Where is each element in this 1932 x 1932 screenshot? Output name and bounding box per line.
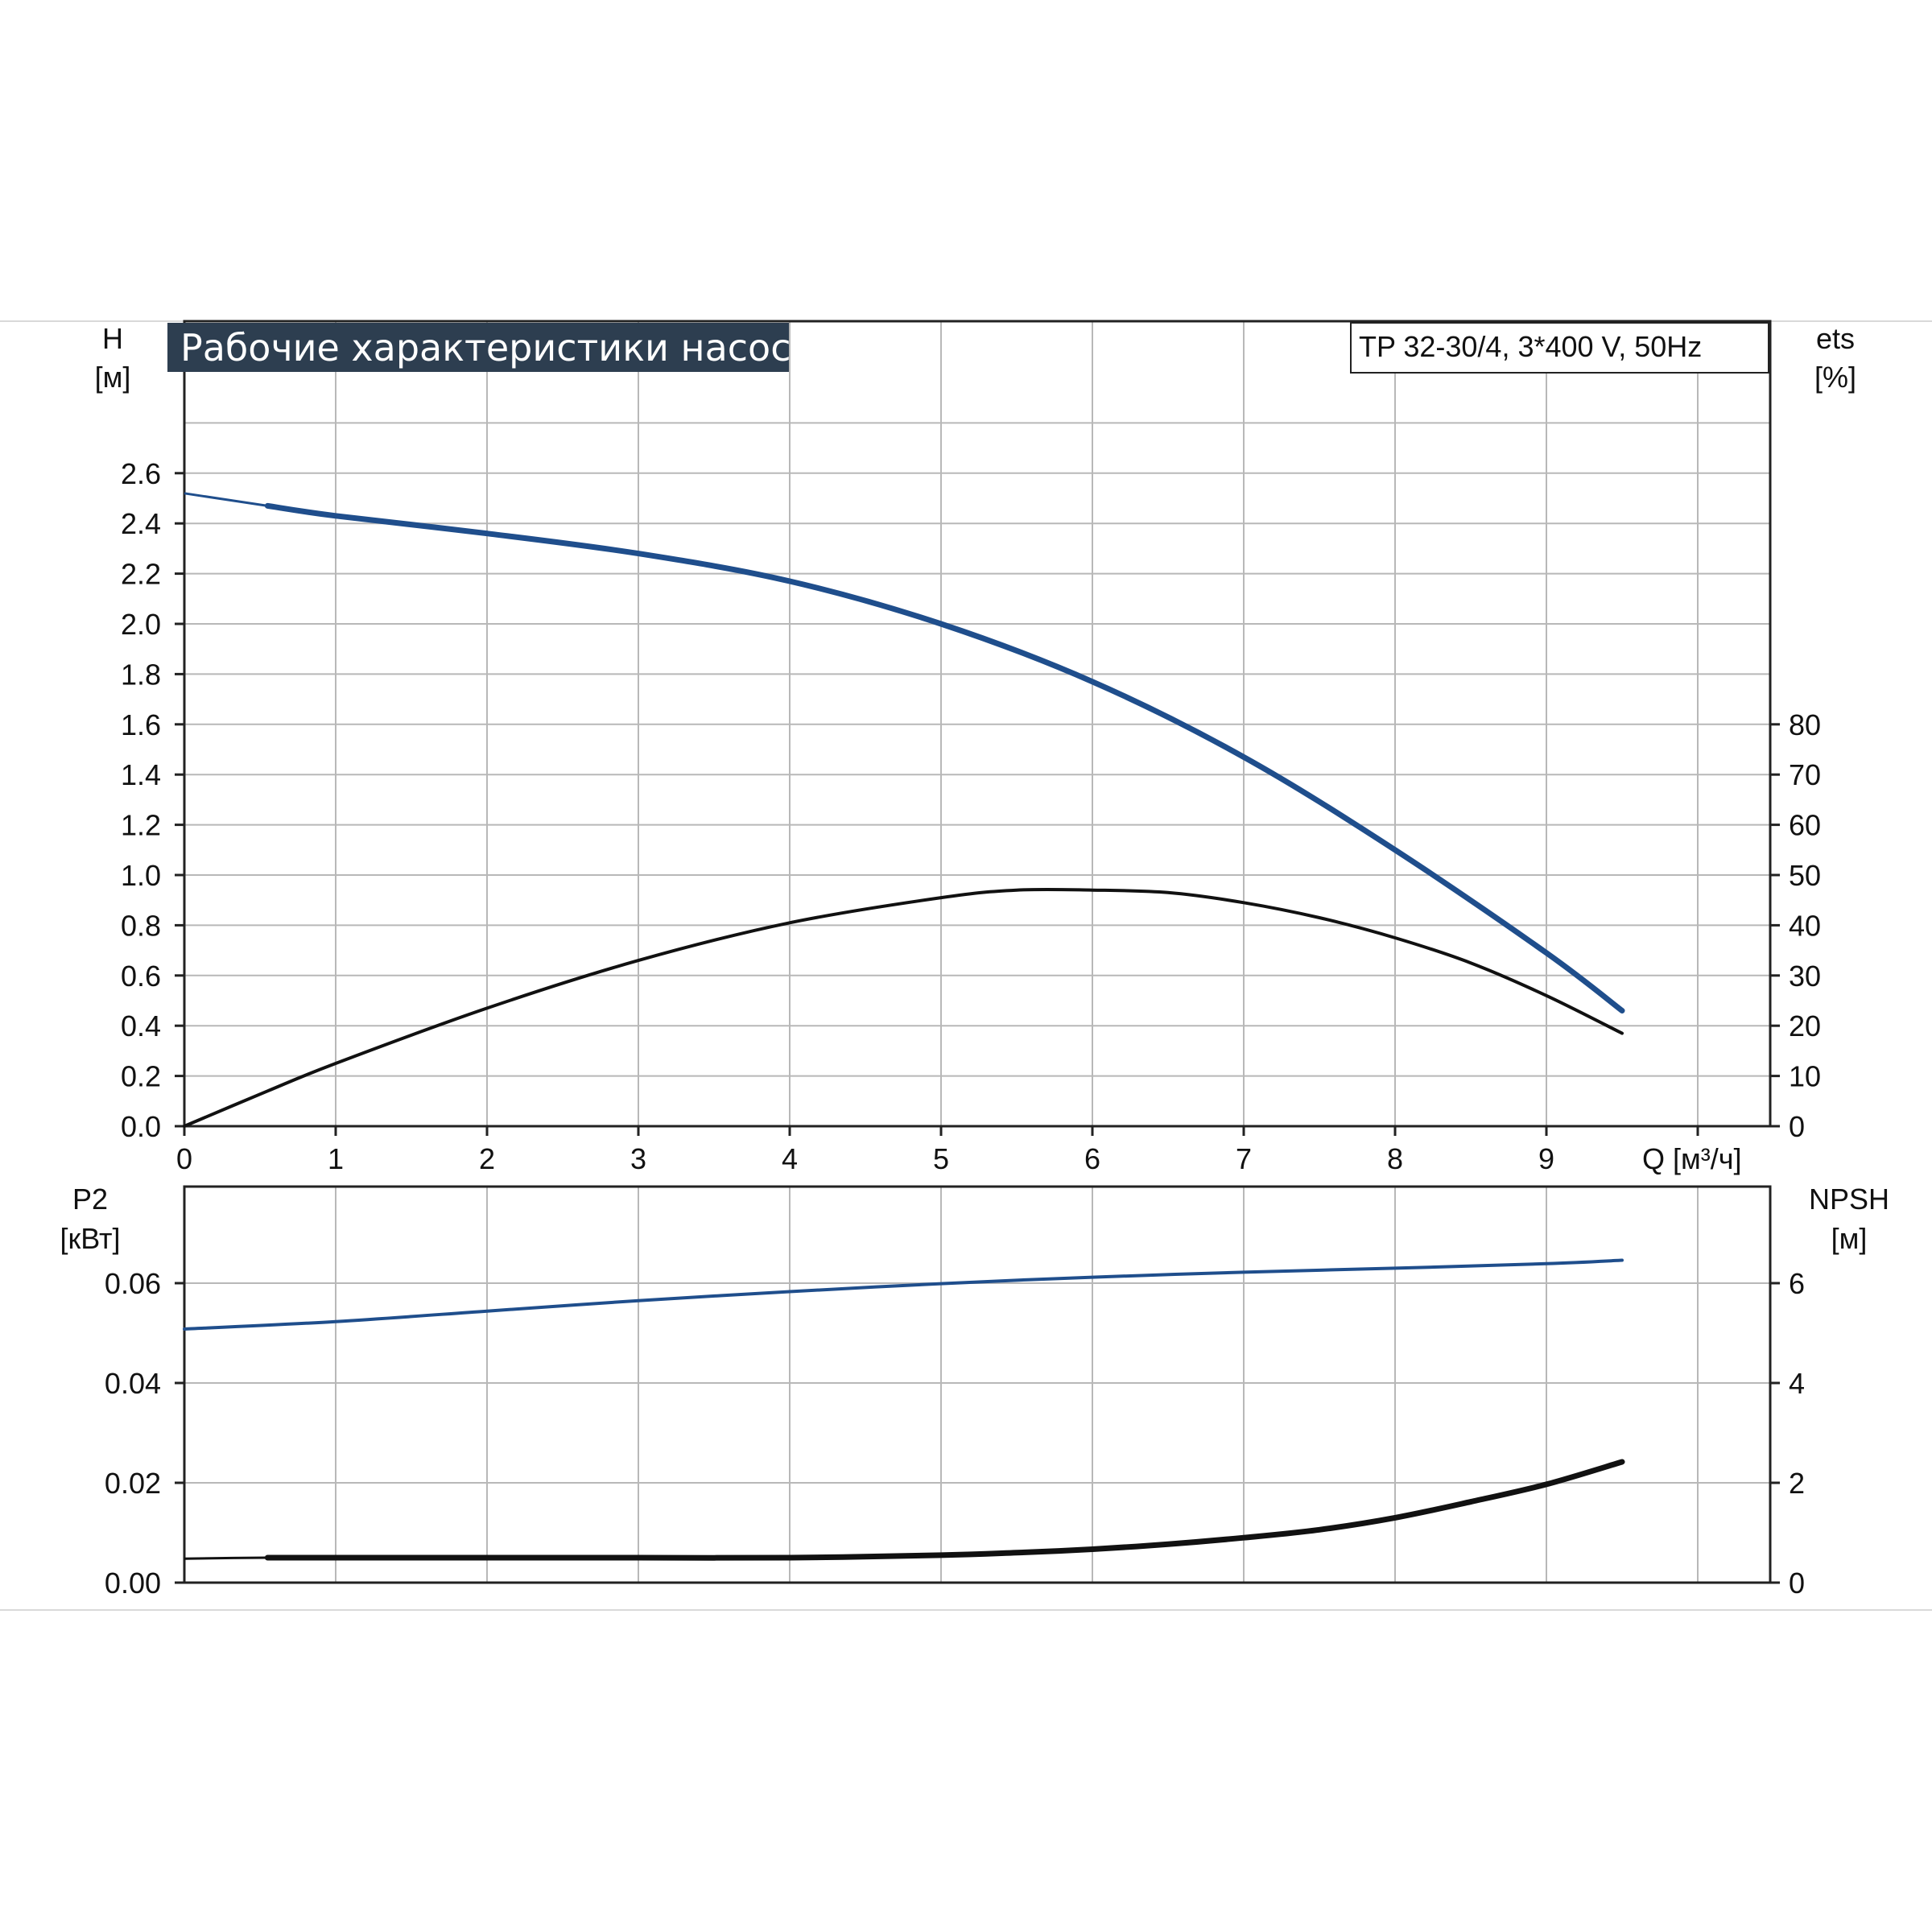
efficiency-axis-label: ets	[1816, 322, 1855, 355]
model-label: TP 32-30/4, 3*400 V, 50Hz	[1359, 330, 1702, 363]
head-axis-label: H	[102, 322, 123, 355]
head-tick-label: 0.6	[121, 960, 161, 993]
top-chart-grid	[184, 321, 1770, 1126]
power-axis-unit: [кВт]	[60, 1222, 120, 1255]
head-curve-extension	[184, 492, 1623, 1012]
bottom-chart-ticks	[175, 1282, 1780, 1584]
head-axis-unit: [м]	[95, 361, 131, 394]
efficiency-axis-unit: [%]	[1814, 361, 1856, 394]
head-tick-label: 1.2	[121, 809, 161, 842]
bottom-chart-frame	[183, 1185, 1772, 1584]
head-tick-label: 2.6	[121, 457, 161, 490]
power-axis-label: P2	[72, 1183, 108, 1216]
npsh-curve-extension	[184, 1460, 1623, 1560]
head-tick-label: 1.4	[121, 758, 161, 791]
efficiency-curve	[183, 887, 1624, 1128]
x-tick-label: 9	[1538, 1142, 1554, 1175]
power-tick-label: 0.02	[105, 1467, 161, 1500]
efficiency-tick-label: 40	[1789, 909, 1821, 942]
npsh-tick-label: 6	[1789, 1267, 1805, 1300]
x-tick-label: 7	[1236, 1142, 1252, 1175]
efficiency-tick-label: 60	[1789, 809, 1821, 842]
head-tick-label: 1.6	[121, 708, 161, 741]
chart-title: Рабочие характеристики насоса	[180, 326, 814, 369]
head-tick-label: 1.8	[121, 658, 161, 691]
head-tick-label: 0.2	[121, 1060, 161, 1093]
x-tick-label: 5	[933, 1142, 949, 1175]
npsh-axis-label: NPSH	[1809, 1183, 1889, 1216]
x-tick-label: 0	[176, 1142, 192, 1175]
top-chart-curves	[183, 492, 1625, 1128]
x-tick-label: 6	[1084, 1142, 1100, 1175]
x-tick-label: 1	[328, 1142, 344, 1175]
head-tick-label: 2.0	[121, 608, 161, 641]
head-curve	[264, 502, 1625, 1013]
head-tick-label: 2.2	[121, 558, 161, 591]
npsh-axis-unit: [м]	[1831, 1222, 1868, 1255]
power-tick-label: 0.04	[105, 1367, 161, 1400]
top-chart-ticks	[175, 472, 1780, 1136]
model-box	[1350, 322, 1769, 374]
npsh-tick-label: 0	[1789, 1567, 1805, 1600]
npsh-tick-label: 2	[1789, 1467, 1805, 1500]
head-tick-label: 0.8	[121, 909, 161, 942]
power-tick-label: 0.00	[105, 1567, 161, 1600]
title-background	[167, 323, 789, 372]
head-tick-label: 0.0	[121, 1110, 161, 1143]
npsh-tick-label: 4	[1789, 1367, 1805, 1400]
bottom-chart-curves	[183, 1258, 1625, 1561]
x-tick-label: 8	[1387, 1142, 1403, 1175]
bottom-chart-tick-labels: 0.00 0.02 0.04 0.06 0 2 4 6	[105, 1267, 1805, 1600]
top-chart-frame	[183, 320, 1772, 1128]
power-tick-label: 0.06	[105, 1267, 161, 1300]
efficiency-tick-label: 80	[1789, 708, 1821, 741]
flow-axis-label: Q [м³/ч]	[1642, 1142, 1742, 1175]
x-tick-label: 2	[479, 1142, 495, 1175]
power-curve	[183, 1258, 1624, 1331]
efficiency-tick-label: 50	[1789, 859, 1821, 892]
efficiency-tick-label: 20	[1789, 1009, 1821, 1042]
efficiency-tick-label: 70	[1789, 758, 1821, 791]
efficiency-tick-label: 0	[1789, 1110, 1805, 1143]
bottom-chart-grid	[184, 1187, 1770, 1583]
top-chart-tick-labels: 0 1 2 3 4 5 6 7 8 9 0.0 0.2 0.4 0.6 0.8 1.0 1.2 1.4 1.6 1.8…	[121, 457, 1821, 1175]
head-tick-label: 0.4	[121, 1009, 161, 1042]
head-tick-label: 2.4	[121, 507, 161, 540]
npsh-curve	[264, 1459, 1625, 1561]
efficiency-tick-label: 30	[1789, 960, 1821, 993]
x-tick-label: 4	[782, 1142, 798, 1175]
x-tick-label: 3	[630, 1142, 646, 1175]
efficiency-tick-label: 10	[1789, 1060, 1821, 1093]
head-tick-label: 1.0	[121, 859, 161, 892]
